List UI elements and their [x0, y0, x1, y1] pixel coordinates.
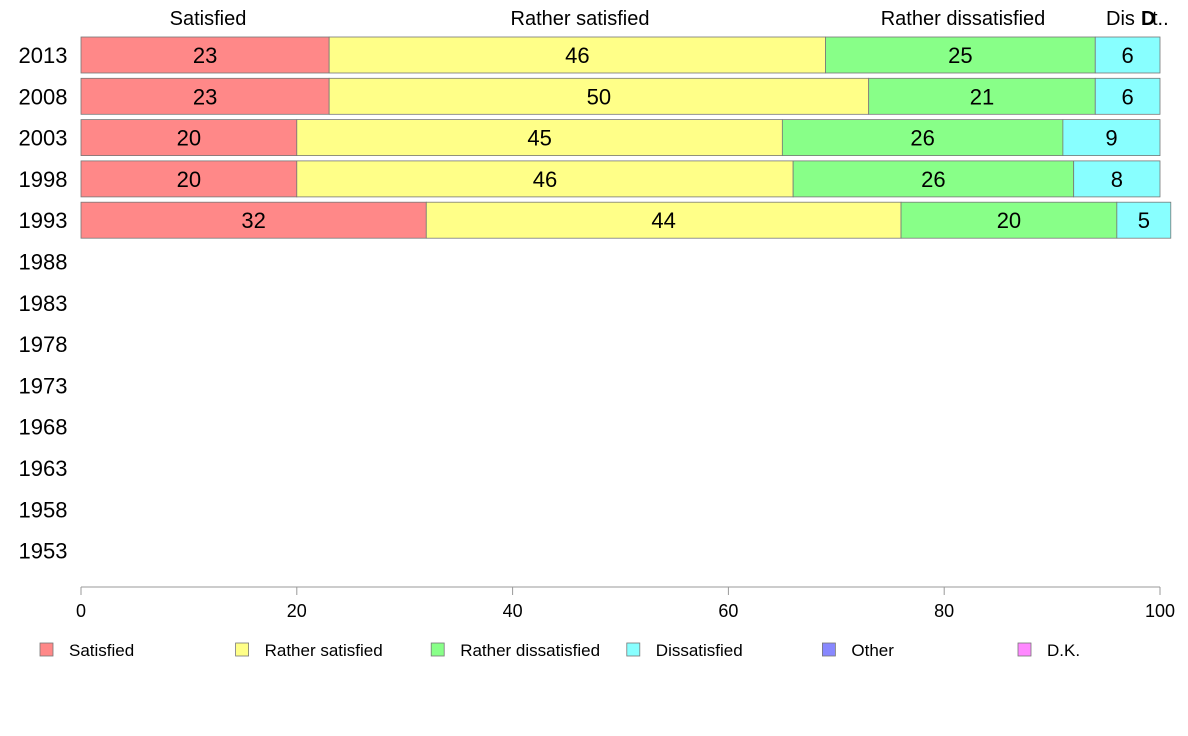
x-tick-label: 60 [718, 601, 738, 621]
legend-label: Satisfied [69, 641, 134, 660]
bar-value-label: 46 [565, 43, 589, 68]
legend-label: Dissatisfied [656, 641, 743, 660]
year-label-1953: 1953 [19, 539, 68, 564]
year-label-1963: 1963 [19, 456, 68, 481]
bar-value-label: 46 [533, 167, 557, 192]
column-header-dk: t.. [1152, 8, 1169, 30]
bar-1993-rather-dissatisfied [900, 201, 1118, 239]
bar-1993-dissatisfied [1116, 201, 1172, 239]
x-tick-label: 80 [934, 601, 954, 621]
year-label-1998: 1998 [19, 167, 68, 192]
legend-swatch-rather-satisfied [235, 642, 250, 657]
bar-2003-satisfied [80, 119, 298, 156]
bar-1998-dissatisfied [1073, 160, 1161, 198]
bar-value-label: 6 [1122, 43, 1134, 68]
bar-value-label: 5 [1138, 208, 1150, 233]
x-tick-label: 20 [287, 601, 307, 621]
bar-value-label: 45 [527, 126, 551, 151]
column-header-dissatisfied: Dis [1106, 8, 1135, 30]
bar-1993-rather-satisfied [425, 201, 902, 239]
legend-label: Rather satisfied [265, 641, 383, 660]
bar-2013-dissatisfied [1094, 36, 1161, 74]
bar-value-label: 20 [177, 167, 201, 192]
legend-swatch-other [822, 642, 836, 657]
bar-value-label: 25 [948, 43, 972, 68]
x-tick-label: 40 [503, 601, 523, 621]
bar-value-label: 23 [193, 43, 217, 68]
bar-value-label: 8 [1111, 167, 1123, 192]
legend-swatch-satisfied [39, 642, 54, 657]
year-label-2008: 2008 [19, 84, 68, 109]
bar-2008-rather-dissatisfied [868, 77, 1096, 115]
year-label-1988: 1988 [19, 250, 68, 275]
bar-value-label: 44 [651, 208, 675, 233]
legend-swatch-d-k [1017, 642, 1032, 657]
bar-value-label: 20 [177, 126, 201, 151]
x-axis: 0 20 40 60 80 100 [76, 586, 1175, 621]
bar-value-label: 6 [1122, 84, 1134, 109]
column-header-other: D [1141, 8, 1155, 30]
bar-1998-satisfied [80, 160, 298, 198]
bar-2003-dissatisfied [1062, 119, 1161, 156]
bar-2003-rather-dissatisfied [781, 119, 1064, 156]
bar-value-label: 20 [997, 208, 1021, 233]
year-label-1978: 1978 [19, 332, 68, 357]
bar-1998-rather-dissatisfied [792, 160, 1075, 198]
legend-swatch-rather-dissatisfied [430, 642, 445, 657]
bar-2008-dissatisfied [1094, 77, 1161, 115]
column-headers: Satisfied Rather satisfied Rather dissat… [170, 8, 1169, 30]
year-label-1958: 1958 [19, 497, 68, 522]
year-label-2013: 2013 [19, 43, 68, 68]
year-axis-labels: 2013 2008 2003 1998 1993 1988 1983 1978 1973 1968… [19, 43, 68, 564]
bar-2008-rather-satisfied [328, 77, 870, 115]
bar-1998-rather-satisfied [296, 160, 794, 198]
column-header-rather-dissatisfied: Rather dissatisfied [881, 8, 1046, 30]
year-label-2003: 2003 [19, 126, 68, 151]
column-header-rather-satisfied: Rather satisfied [511, 8, 650, 30]
legend-swatch-dissatisfied [626, 642, 641, 657]
year-label-1983: 1983 [19, 291, 68, 316]
bar-value-label: 26 [910, 126, 934, 151]
column-header-satisfied: Satisfied [170, 8, 247, 30]
legend: Satisfied Rather satisfied Rather dissatis… [39, 641, 1080, 660]
x-tick-label: 100 [1145, 601, 1175, 621]
bar-value-label: 32 [241, 208, 265, 233]
bar-2013-rather-satisfied [328, 36, 826, 74]
legend-label: Other [851, 641, 894, 660]
bar-value-label: 23 [193, 84, 217, 109]
year-label-1968: 1968 [19, 415, 68, 440]
bar-value-label: 26 [921, 167, 945, 192]
bars: 23 46 25 6 23 50 21 6 20 45 26 9 20 46 26 8 32 44 20 5 [80, 36, 1172, 239]
year-label-1993: 1993 [19, 208, 68, 233]
year-label-1973: 1973 [19, 373, 68, 398]
x-tick-label: 0 [76, 601, 86, 621]
legend-label: D.K. [1047, 641, 1080, 660]
bar-value-label: 21 [970, 84, 994, 109]
bar-2008-satisfied [80, 77, 330, 115]
legend-label: Rather dissatisfied [460, 641, 600, 660]
bar-value-label: 50 [587, 84, 611, 109]
bar-2003-rather-satisfied [296, 119, 783, 156]
bar-value-label: 9 [1105, 126, 1117, 151]
